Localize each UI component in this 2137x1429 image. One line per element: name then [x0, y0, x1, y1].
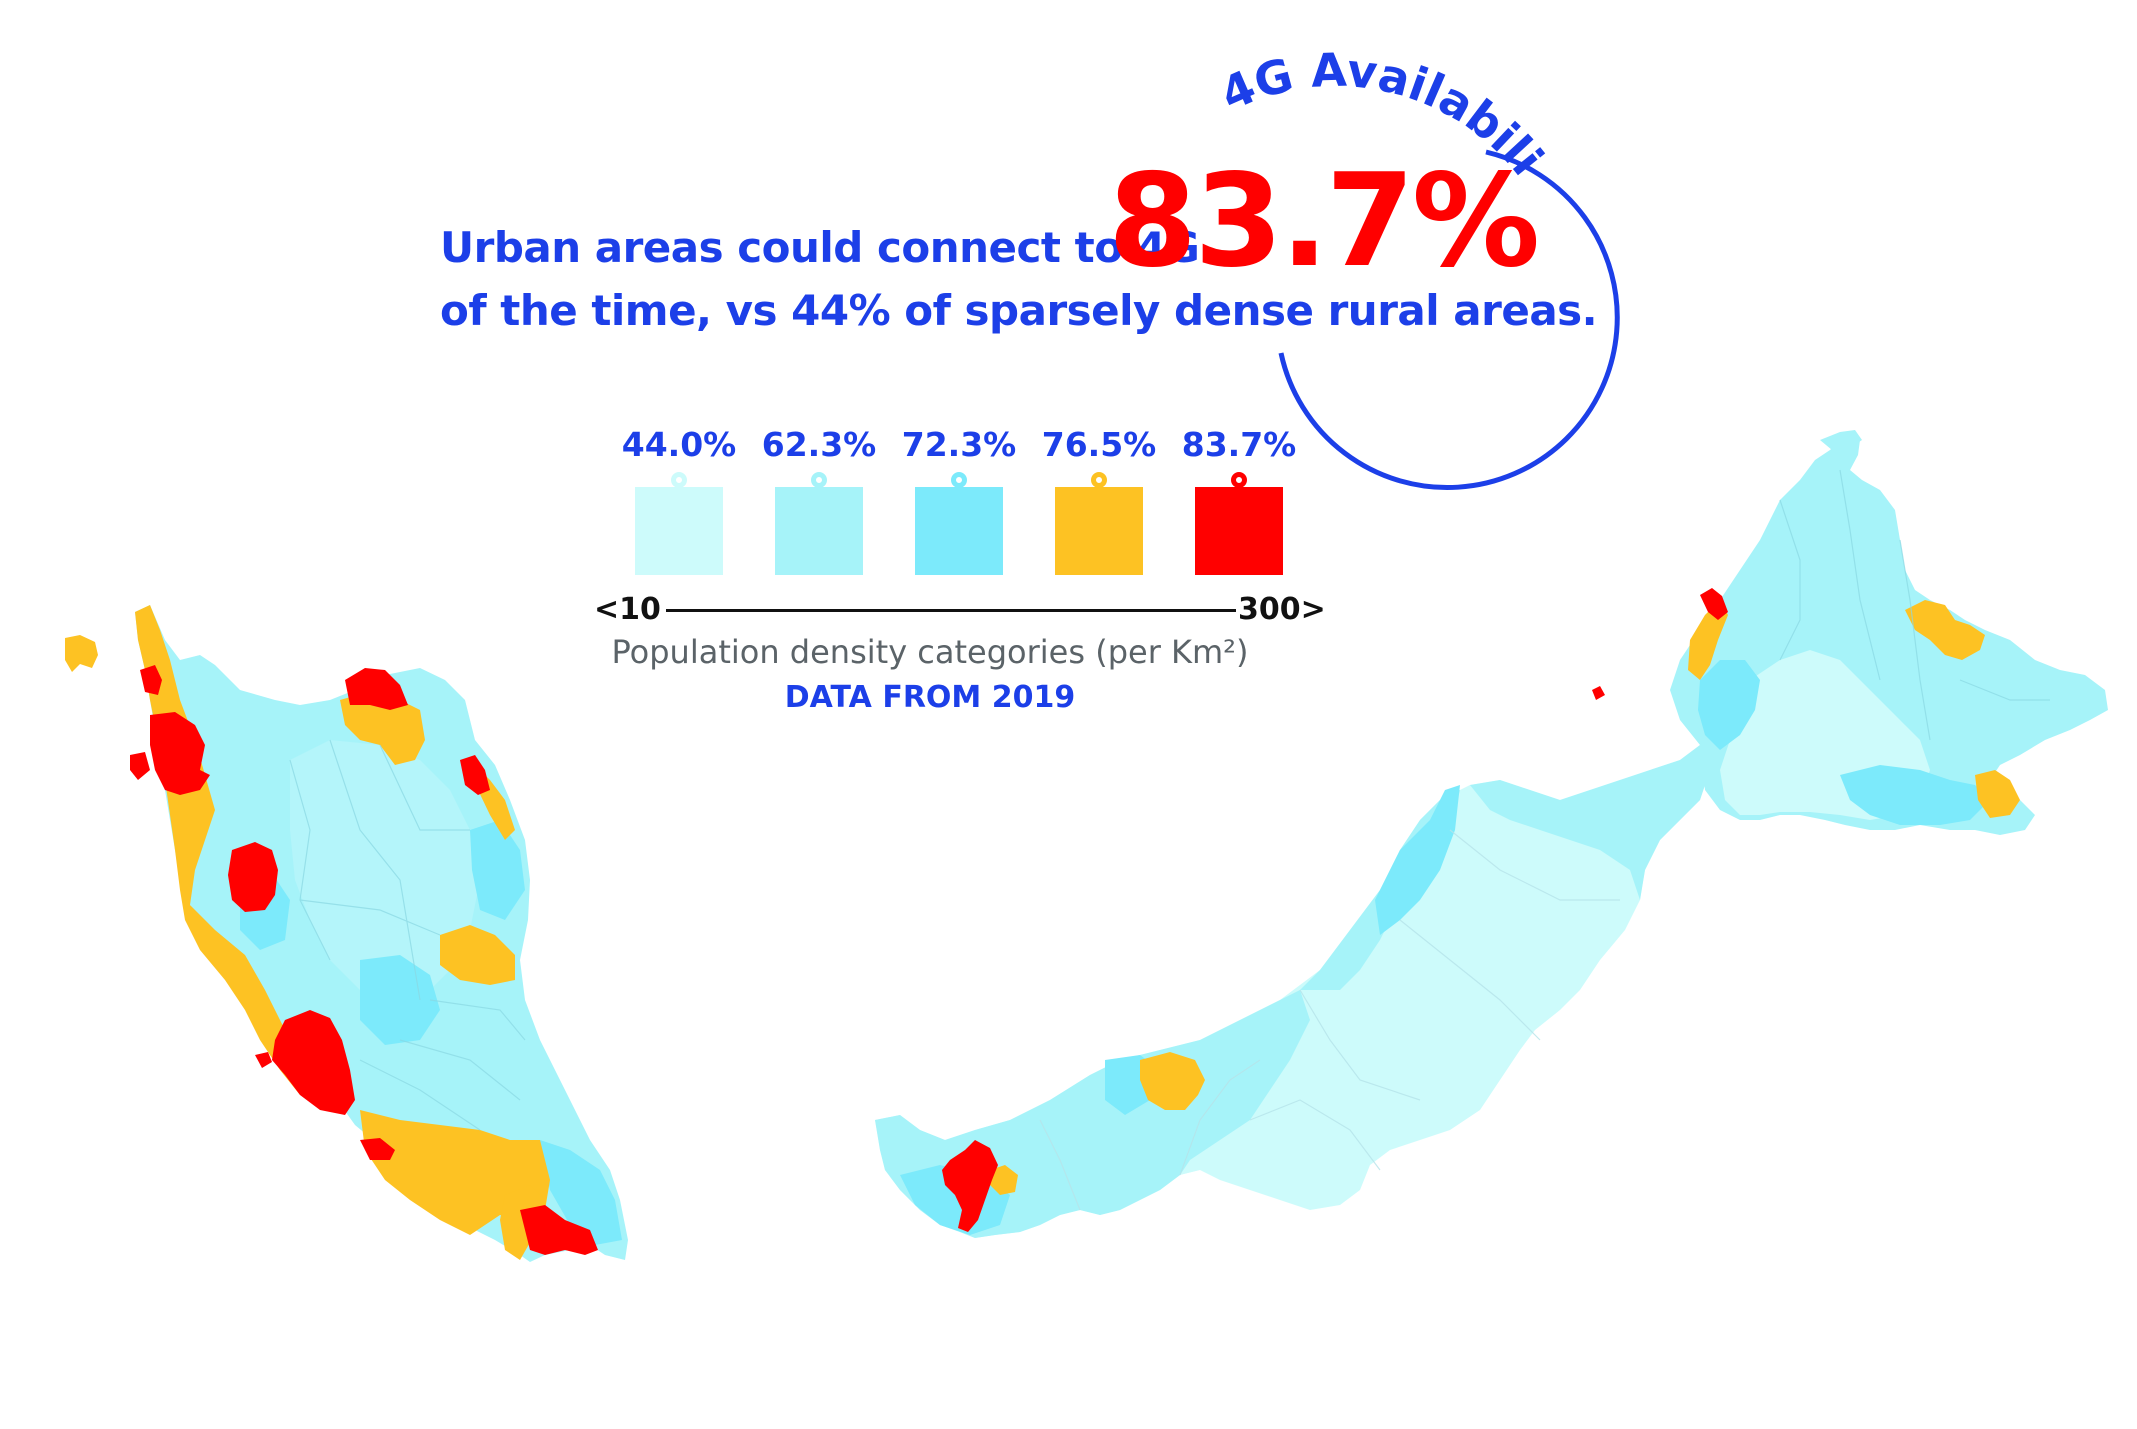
data-source-note: DATA FROM 2019 — [784, 680, 1076, 715]
headline-line-2: of the time, vs 44% of sparsely dense ru… — [440, 286, 1598, 335]
peninsular-red-kedah-island — [130, 752, 150, 780]
sarawak-cyan-region-1 — [1375, 785, 1460, 935]
sabah-orange-tawau — [1975, 770, 2020, 818]
peninsular-cyan-region-2 — [360, 955, 440, 1045]
peninsular-red-kuala-lumpur — [272, 1010, 355, 1115]
peninsular-red-klang-island — [255, 1052, 272, 1068]
sabah-red-kota-kinabalu — [1700, 588, 1728, 620]
legend-tag-hook-icon — [1091, 472, 1107, 488]
sabah-red-labuan — [1592, 686, 1605, 700]
badge-ring — [1278, 149, 1620, 490]
sarawak-district-lines — [1039, 829, 1620, 1211]
legend-range-min: <10 — [594, 592, 661, 627]
sabah-district-lines — [1779, 469, 2050, 741]
legend-tag-hook-icon — [811, 472, 827, 488]
sarawak-orange-sibu — [1140, 1052, 1205, 1110]
peninsular-district-lines — [289, 739, 526, 1131]
legend-swatch-1 — [635, 487, 723, 575]
peninsular-orange-south-2 — [500, 1185, 545, 1260]
peninsular-red-johor-bahru — [520, 1205, 598, 1255]
sabah-orange-sandakan — [1905, 600, 1985, 660]
peninsular-malaysia-map — [65, 605, 628, 1262]
headline-line-1: Urban areas could connect to 4G — [440, 223, 1200, 272]
peninsular-interior-region — [290, 740, 480, 1010]
sabah-cyan-region-1 — [1698, 660, 1760, 750]
peninsular-red-ipoh — [228, 842, 278, 912]
legend-tag-hook-icon — [951, 472, 967, 488]
sarawak-orange-kuching-east — [990, 1165, 1018, 1195]
sabah-map — [1592, 430, 2108, 835]
legend-caption: Population density categories (per Km²) — [611, 633, 1249, 671]
legend-swatch-5 — [1195, 487, 1283, 575]
legend-swatch-4 — [1055, 487, 1143, 575]
peninsular-cyan-region-1 — [470, 820, 525, 920]
legend-tag-hook-icon — [1231, 472, 1247, 488]
legend-label-4: 76.5% — [1041, 425, 1157, 464]
peninsular-orange-south — [360, 1110, 550, 1235]
sarawak-red-kuching — [942, 1140, 998, 1232]
legend-range-max: 300> — [1238, 592, 1326, 627]
peninsular-red-seremban — [360, 1138, 395, 1160]
peninsular-orange-island — [65, 635, 98, 672]
sarawak-map — [875, 745, 1710, 1238]
legend-label-2: 62.3% — [761, 425, 877, 464]
peninsular-red-penang — [150, 712, 210, 795]
sabah-northern-islands — [1820, 430, 1862, 450]
legend-swatch-2 — [775, 487, 863, 575]
peninsular-orange-north-1 — [340, 690, 425, 765]
sabah-cyan-region-2 — [1840, 765, 1990, 825]
legend-range-line — [666, 609, 1236, 612]
peninsular-cyan-region-3 — [540, 1140, 622, 1245]
headline-stat: 83.7% — [1108, 147, 1540, 296]
legend-label-5: 83.7% — [1181, 425, 1297, 464]
legend-label-1: 44.0% — [621, 425, 737, 464]
sarawak-north-region — [1470, 745, 1710, 900]
peninsular-red-kota-bharu — [345, 668, 408, 710]
peninsular-red-alor-setar — [140, 665, 162, 695]
peninsular-red-kuala-terengganu — [460, 755, 490, 795]
peninsular-orange-east-1 — [440, 925, 515, 985]
legend-label-3: 72.3% — [901, 425, 1017, 464]
legend-tag-hook-icon — [671, 472, 687, 488]
legend-swatch-3 — [915, 487, 1003, 575]
headline: Urban areas could connect to 4G of the t… — [440, 216, 1640, 342]
